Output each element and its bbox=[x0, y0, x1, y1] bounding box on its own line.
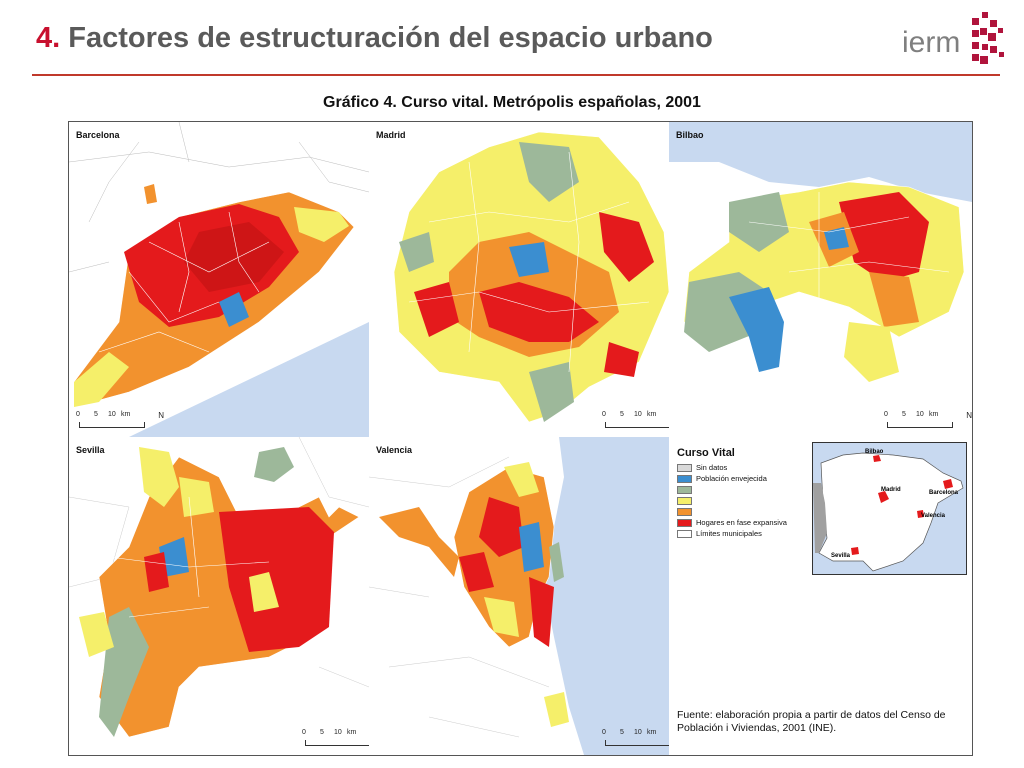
scale-tick-5: 5 bbox=[320, 729, 324, 736]
scale-tick-5: 5 bbox=[94, 411, 98, 418]
valencia-map bbox=[369, 437, 669, 755]
legend-swatch bbox=[677, 507, 692, 516]
map-label-barcelona: Barcelona bbox=[76, 130, 120, 140]
logo-text: ierm bbox=[902, 26, 960, 59]
scale-tick-10: 10 bbox=[634, 411, 642, 418]
legend-label: Hogares en fase expansiva bbox=[696, 518, 787, 527]
scale-unit: km bbox=[647, 411, 657, 418]
page-title-number: 4. bbox=[36, 22, 61, 54]
legend-label: Población envejecida bbox=[696, 474, 767, 483]
scale-tick-0: 0 bbox=[884, 411, 888, 418]
legend-swatch bbox=[677, 496, 692, 505]
scale-bar: 0 5 10 km N bbox=[602, 729, 669, 751]
page-title: 4. Factores de estructuración del espaci… bbox=[36, 22, 713, 55]
madrid-map bbox=[393, 131, 669, 423]
scale-bar: 0 5 10 km N bbox=[602, 411, 669, 433]
legend-panel: Curso Vital Sin datos Población envejecid… bbox=[669, 437, 972, 755]
scale-tick-10: 10 bbox=[108, 411, 116, 418]
legend-swatch bbox=[677, 518, 692, 527]
legend-item: Sin datos bbox=[677, 462, 817, 473]
scale-tick-5: 5 bbox=[620, 729, 624, 736]
scale-unit: km bbox=[347, 729, 357, 736]
scale-tick-10: 10 bbox=[916, 411, 924, 418]
map-label-madrid: Madrid bbox=[376, 130, 406, 140]
scale-tick-5: 5 bbox=[902, 411, 906, 418]
page-title-text: Factores de estructuración del espacio u… bbox=[68, 22, 713, 54]
inset-label-bilbao: Bilbao bbox=[865, 449, 884, 455]
legend-title: Curso Vital bbox=[677, 447, 735, 459]
header-rule bbox=[32, 74, 1000, 76]
scale-tick-0: 0 bbox=[302, 729, 306, 736]
north-arrow-icon: N bbox=[966, 411, 972, 420]
scale-tick-10: 10 bbox=[334, 729, 342, 736]
scale-tick-10: 10 bbox=[634, 729, 642, 736]
legend-swatch bbox=[677, 529, 692, 538]
map-panel-bilbao: Bilbao 0 5 10 km N bbox=[669, 122, 972, 438]
scale-unit: km bbox=[121, 411, 131, 418]
north-arrow-icon: N bbox=[158, 411, 164, 420]
map-panel-barcelona: Barcelona 0 5 10 km N bbox=[69, 122, 370, 438]
scale-tick-5: 5 bbox=[620, 411, 624, 418]
map-label-bilbao: Bilbao bbox=[676, 130, 704, 140]
spain-outline: Bilbao Madrid Barcelona Valencia Sevilla bbox=[813, 449, 964, 572]
scale-tick-0: 0 bbox=[76, 411, 80, 418]
inset-label-barcelona: Barcelona bbox=[929, 490, 959, 496]
figure-title: Gráfico 4. Curso vital. Metrópolis españ… bbox=[323, 94, 701, 111]
inset-map-spain: Bilbao Madrid Barcelona Valencia Sevilla bbox=[812, 442, 967, 575]
map-panel-madrid: Madrid 0 5 10 km N bbox=[369, 122, 670, 438]
scale-tick-0: 0 bbox=[602, 729, 606, 736]
source-note: Fuente: elaboración propia a partir de d… bbox=[677, 709, 946, 734]
legend-swatch bbox=[677, 463, 692, 472]
inset-label-madrid: Madrid bbox=[881, 487, 901, 493]
barcelona-map bbox=[69, 122, 369, 437]
sevilla-map bbox=[69, 437, 369, 738]
legend-swatch bbox=[677, 485, 692, 494]
legend-swatch bbox=[677, 474, 692, 483]
map-label-sevilla: Sevilla bbox=[76, 445, 105, 455]
maps-grid: Barcelona 0 5 10 km N Madri bbox=[68, 121, 973, 756]
scale-unit: km bbox=[929, 411, 939, 418]
legend-item bbox=[677, 484, 817, 495]
map-panel-valencia: Valencia 0 5 10 km N bbox=[369, 437, 670, 755]
legend-item: Límites municipales bbox=[677, 528, 817, 539]
legend-label: Sin datos bbox=[696, 463, 728, 472]
scale-tick-0: 0 bbox=[602, 411, 606, 418]
iermb-logo: ierm bbox=[900, 8, 1010, 68]
map-label-valencia: Valencia bbox=[376, 445, 413, 455]
bilbao-map bbox=[669, 122, 972, 382]
legend-item: Población envejecida bbox=[677, 473, 817, 484]
legend-label: Límites municipales bbox=[696, 529, 762, 538]
legend-item: Hogares en fase expansiva bbox=[677, 517, 817, 528]
legend-item bbox=[677, 506, 817, 517]
inset-label-sevilla: Sevilla bbox=[831, 553, 851, 559]
iermb-logo-graphic: ierm bbox=[902, 12, 1004, 64]
scale-bar: 0 5 10 km N bbox=[76, 411, 166, 433]
scale-bar: 0 5 10 km N bbox=[884, 411, 972, 433]
map-panel-sevilla: Sevilla 0 5 10 km N bbox=[69, 437, 370, 755]
legend: Curso Vital Sin datos Población envejecid… bbox=[677, 447, 817, 539]
inset-label-valencia: Valencia bbox=[921, 513, 946, 519]
legend-item bbox=[677, 495, 817, 506]
scale-unit: km bbox=[647, 729, 657, 736]
scale-bar: 0 5 10 km N bbox=[302, 729, 369, 751]
